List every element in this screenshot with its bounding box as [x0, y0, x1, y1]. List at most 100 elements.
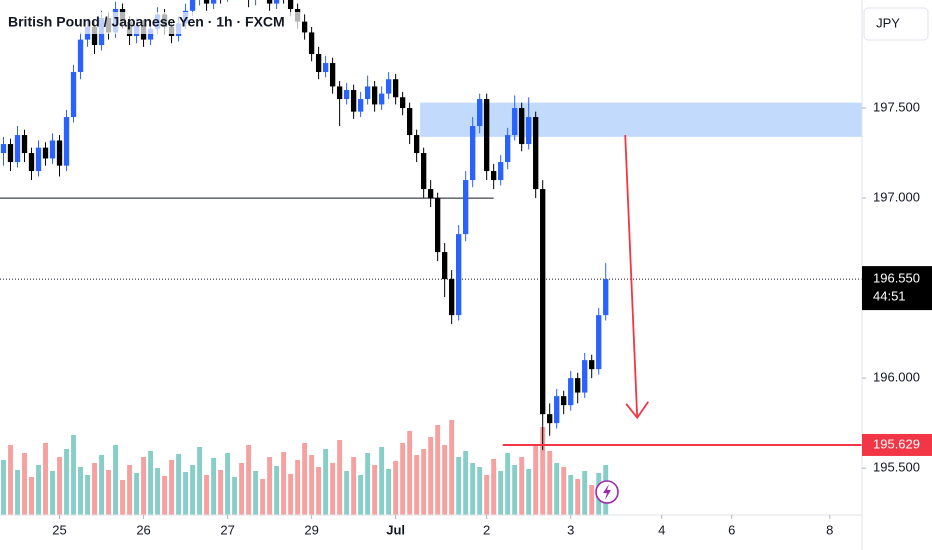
volume-bar — [421, 449, 427, 515]
volume-bar — [344, 471, 350, 515]
candle-body — [603, 279, 609, 316]
volume-bar — [575, 479, 581, 515]
candle-body — [147, 28, 154, 40]
y-tick-label: 195.500 — [873, 460, 920, 475]
volume-bar — [57, 457, 62, 515]
candle-body — [322, 63, 329, 73]
x-tick-label: 29 — [304, 522, 318, 537]
volume-bar — [155, 468, 161, 515]
x-tick-label: 2 — [483, 522, 490, 537]
volume-bar — [428, 437, 434, 515]
volume-bar — [561, 467, 567, 515]
volume-bar — [526, 469, 532, 515]
volume-bar — [330, 463, 336, 515]
candle-body — [448, 279, 455, 316]
candle-body — [203, 0, 210, 4]
volume-bar — [281, 452, 287, 515]
volume-bar — [498, 471, 504, 515]
volume-bar — [386, 469, 392, 515]
candle-body — [526, 117, 532, 145]
candle-body — [385, 79, 392, 94]
candle-body — [540, 189, 546, 415]
candle-body — [42, 147, 49, 159]
volume-bar — [29, 477, 34, 515]
volume-bar — [106, 470, 111, 515]
volume-bar — [484, 475, 490, 515]
arrow-shaft — [624, 135, 639, 418]
candle-body — [491, 171, 497, 181]
candle-body — [561, 396, 567, 406]
candle-body — [63, 117, 70, 166]
y-tick-label: 196.000 — [873, 370, 920, 385]
volume-bar — [134, 473, 139, 515]
candle-body — [441, 252, 448, 280]
plot-area — [0, 0, 862, 515]
candle-body — [49, 140, 56, 159]
volume-bar — [589, 485, 595, 515]
icon-bolt — [603, 484, 611, 500]
volume-bar — [176, 454, 182, 515]
candle-body — [343, 90, 350, 100]
volume-bar — [127, 465, 132, 515]
volume-bar — [120, 480, 125, 515]
volume-bar — [302, 443, 308, 515]
lightning-icon[interactable] — [595, 480, 619, 504]
candle-body — [266, 0, 273, 4]
volume-bar — [351, 457, 357, 515]
volume-bar — [512, 465, 518, 515]
currency: JPY — [876, 15, 900, 30]
candle-body — [21, 135, 28, 154]
volume-bar — [393, 461, 399, 515]
volume-bar — [414, 455, 420, 515]
candle-body — [505, 135, 511, 163]
volume-bar — [435, 425, 441, 515]
volume-bar — [316, 467, 322, 515]
volume-bar — [337, 440, 343, 515]
volume-bar — [15, 470, 20, 515]
volume-bar — [365, 453, 371, 515]
candle-body — [434, 198, 441, 253]
volume-bar — [211, 458, 217, 515]
volume-bar — [64, 449, 69, 515]
volume-bar — [162, 476, 168, 515]
volume-bar — [582, 471, 588, 515]
candle-body — [547, 414, 553, 424]
candle-body — [554, 396, 560, 424]
countdown: 44:51 — [873, 289, 906, 304]
volume-bar — [505, 453, 511, 515]
candle-body — [519, 108, 525, 145]
volume-bar — [50, 471, 55, 515]
title-bg — [2, 12, 302, 34]
volume-bar — [99, 455, 104, 515]
last-price-label: 196.550 — [873, 271, 920, 286]
currency-button[interactable] — [863, 7, 929, 41]
candle-body — [498, 162, 504, 181]
x-tick-label: Jul — [386, 522, 405, 537]
y-tick-label: 197.000 — [873, 190, 920, 205]
volume-bar — [246, 445, 252, 515]
volume-bar — [295, 460, 301, 515]
candle-body — [77, 39, 84, 73]
candle-body — [287, 0, 294, 10]
volume-bar — [239, 463, 245, 515]
volume-bar — [183, 472, 189, 515]
volume-bar — [36, 465, 41, 515]
volume-bar — [22, 453, 27, 515]
candle-body — [455, 234, 462, 316]
candle-body — [484, 99, 490, 172]
x-tick-label: 6 — [728, 522, 735, 537]
volume-bar — [407, 431, 413, 515]
volume-bar — [491, 459, 497, 515]
candle-body — [28, 153, 35, 172]
volume-bar — [260, 479, 266, 515]
volume-bar — [533, 445, 539, 515]
volume-bar — [379, 447, 385, 515]
volume-bar — [169, 460, 175, 515]
candle-body — [301, 21, 308, 33]
candle-body — [533, 117, 539, 190]
chart-title: British Pound / Japanese Yen · 1h · FXCM — [8, 14, 285, 30]
volume-bar — [204, 475, 210, 515]
volume-bar — [148, 451, 154, 515]
candle-body — [364, 86, 371, 100]
